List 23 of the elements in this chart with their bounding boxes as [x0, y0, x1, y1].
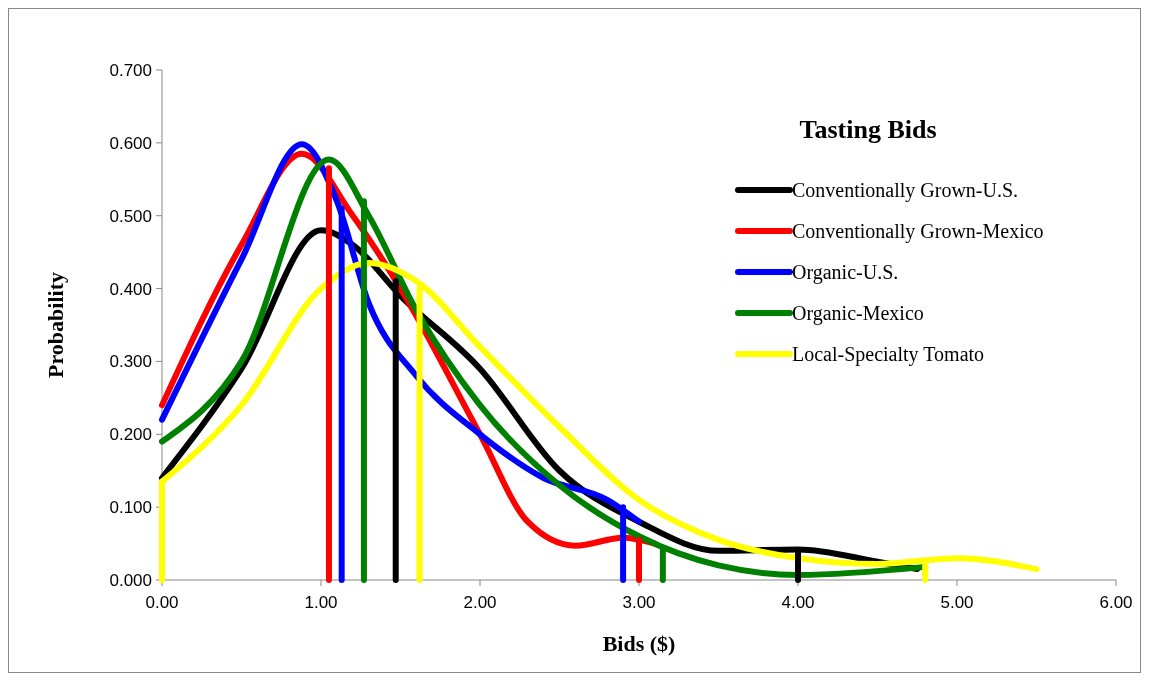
legend-label: Local-Specialty Tomato: [792, 343, 985, 366]
y-tick-label: 0.100: [109, 498, 152, 518]
y-tick-label: 0.400: [109, 279, 152, 299]
y-tick-label: 0.300: [109, 352, 152, 372]
legend-label: Conventionally Grown-Mexico: [792, 220, 1044, 243]
x-tick-label: 4.00: [781, 593, 815, 612]
x-tick-label: 1.00: [304, 593, 338, 612]
y-tick-label: 0.500: [109, 206, 152, 226]
legend-label: Organic-Mexico: [792, 302, 924, 325]
y-axis-title: Probability: [43, 272, 68, 378]
x-axis-title: Bids ($): [602, 631, 676, 656]
y-tick-label: 0.200: [109, 425, 152, 445]
y-tick-label: 0.600: [109, 133, 152, 153]
x-tick-label: 0.00: [145, 593, 179, 612]
legend-title: Tasting Bids: [799, 115, 937, 144]
legend-label: Conventionally Grown-U.S.: [792, 179, 1019, 202]
x-tick-label: 6.00: [1099, 593, 1133, 612]
legend-label: Organic-U.S.: [792, 261, 899, 284]
x-tick-label: 2.00: [463, 593, 497, 612]
y-tick-label: 0.000: [109, 570, 152, 590]
y-tick-label: 0.700: [109, 60, 152, 80]
x-tick-label: 5.00: [940, 593, 974, 612]
x-tick-label: 3.00: [622, 593, 656, 612]
